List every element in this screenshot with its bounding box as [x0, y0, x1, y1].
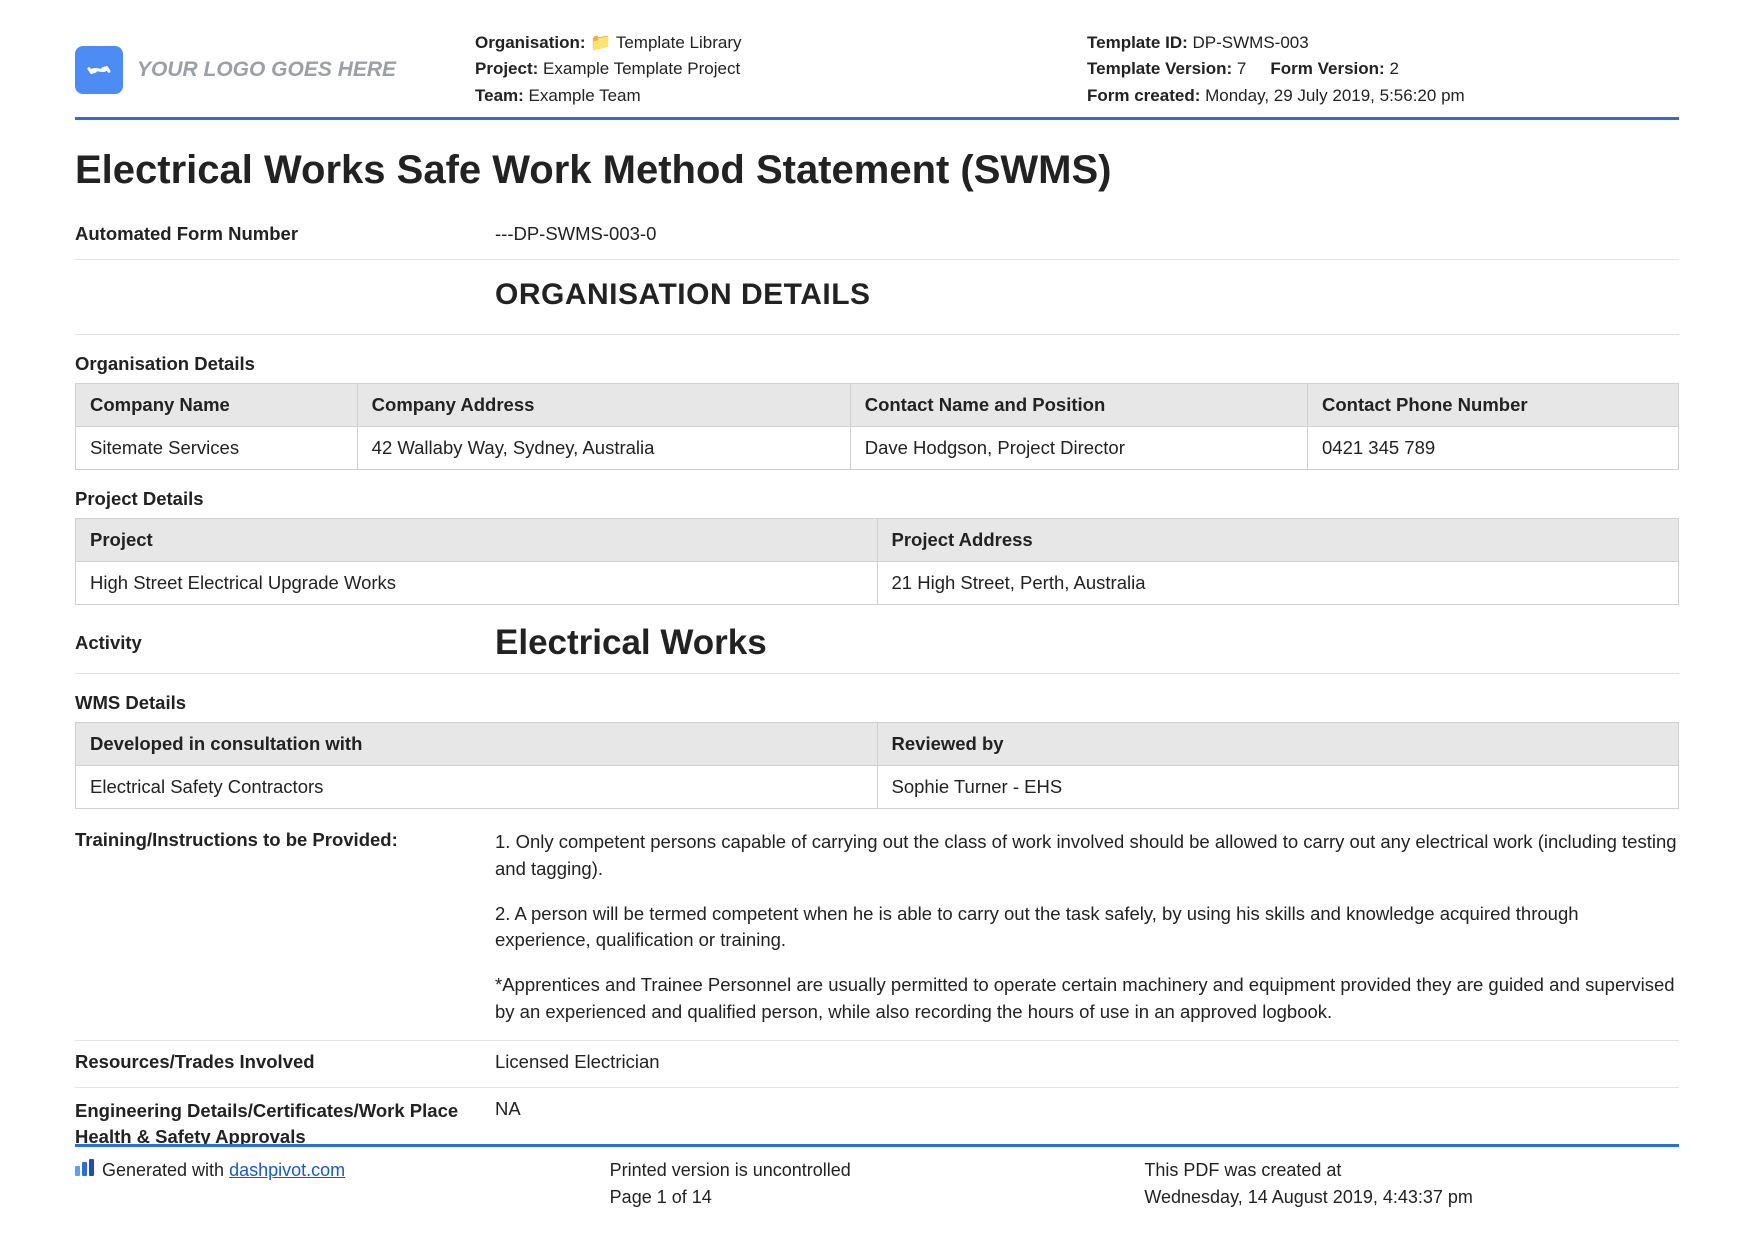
org-value: 📁 Template Library [590, 33, 741, 52]
engineering-value: NA [495, 1098, 1679, 1150]
wms-col-1: Reviewed by [877, 723, 1679, 766]
wms-cell-1: Sophie Turner - EHS [877, 766, 1679, 809]
activity-row: Activity Electrical Works [75, 609, 1679, 673]
resources-row: Resources/Trades Involved Licensed Elect… [75, 1041, 1679, 1088]
section-heading-org: ORGANISATION DETAILS [495, 278, 1679, 312]
proj-col-1: Project Address [877, 519, 1679, 562]
page-footer: Generated with dashpivot.com Printed ver… [75, 1144, 1679, 1211]
footer-right-l1: This PDF was created at [1144, 1157, 1679, 1184]
logo-block: YOUR LOGO GOES HERE [75, 30, 455, 109]
template-id-label: Template ID: [1087, 33, 1188, 52]
footer-left: Generated with dashpivot.com [75, 1157, 610, 1211]
logo-placeholder-text: YOUR LOGO GOES HERE [137, 58, 396, 82]
generated-prefix: Generated with [102, 1160, 229, 1180]
org-cell-1: 42 Wallaby Way, Sydney, Australia [357, 427, 850, 470]
wms-col-0: Developed in consultation with [76, 723, 878, 766]
dashpivot-link[interactable]: dashpivot.com [229, 1160, 345, 1180]
team-value: Example Team [529, 86, 641, 105]
footer-mid-l1: Printed version is uncontrolled [610, 1157, 1145, 1184]
project-details-label: Project Details [75, 488, 1679, 510]
template-version-value: 7 [1237, 59, 1246, 78]
team-label: Team: [475, 86, 524, 105]
activity-label: Activity [75, 632, 495, 654]
footer-mid: Printed version is uncontrolled Page 1 o… [610, 1157, 1145, 1211]
footer-right-l2: Wednesday, 14 August 2019, 4:43:37 pm [1144, 1184, 1679, 1211]
org-col-2: Contact Name and Position [850, 384, 1307, 427]
auto-form-row: Automated Form Number ---DP-SWMS-003-0 [75, 213, 1679, 260]
training-value: 1. Only competent persons capable of car… [495, 829, 1679, 1026]
form-created-value: Monday, 29 July 2019, 5:56:20 pm [1205, 86, 1465, 105]
resources-value: Licensed Electrician [495, 1051, 1679, 1073]
training-row: Training/Instructions to be Provided: 1.… [75, 819, 1679, 1041]
training-label: Training/Instructions to be Provided: [75, 829, 495, 1026]
org-cell-2: Dave Hodgson, Project Director [850, 427, 1307, 470]
template-id-value: DP-SWMS-003 [1193, 33, 1309, 52]
proj-col-0: Project [76, 519, 878, 562]
header-mid: Organisation: 📁 Template Library Project… [475, 30, 1067, 109]
dashpivot-icon [75, 1159, 94, 1176]
engineering-label: Engineering Details/Certificates/Work Pl… [75, 1098, 495, 1150]
org-label: Organisation: [475, 33, 586, 52]
org-col-1: Company Address [357, 384, 850, 427]
footer-mid-l2: Page 1 of 14 [610, 1184, 1145, 1211]
template-version-label: Template Version: [1087, 59, 1232, 78]
activity-value: Electrical Works [495, 623, 767, 663]
project-value: Example Template Project [543, 59, 740, 78]
logo-icon [75, 46, 123, 94]
org-cell-0: Sitemate Services [76, 427, 358, 470]
wms-cell-0: Electrical Safety Contractors [76, 766, 878, 809]
auto-form-value: ---DP-SWMS-003-0 [495, 223, 1679, 245]
page-header: YOUR LOGO GOES HERE Organisation: 📁 Temp… [75, 30, 1679, 120]
proj-cell-1: 21 High Street, Perth, Australia [877, 562, 1679, 605]
org-col-3: Contact Phone Number [1308, 384, 1679, 427]
proj-cell-0: High Street Electrical Upgrade Works [76, 562, 878, 605]
form-version-label: Form Version: [1270, 59, 1384, 78]
form-created-label: Form created: [1087, 86, 1200, 105]
org-col-0: Company Name [76, 384, 358, 427]
header-right: Template ID: DP-SWMS-003 Template Versio… [1087, 30, 1679, 109]
org-details-table: Company Name Company Address Contact Nam… [75, 383, 1679, 470]
wms-label: WMS Details [75, 692, 1679, 714]
training-p2: 2. A person will be termed competent whe… [495, 901, 1679, 955]
resources-label: Resources/Trades Involved [75, 1051, 495, 1073]
form-version-value: 2 [1389, 59, 1398, 78]
training-p1: 1. Only competent persons capable of car… [495, 829, 1679, 883]
page-title: Electrical Works Safe Work Method Statem… [75, 148, 1679, 193]
project-details-table: Project Project Address High Street Elec… [75, 518, 1679, 605]
org-details-label: Organisation Details [75, 353, 1679, 375]
project-label: Project: [475, 59, 538, 78]
training-p3: *Apprentices and Trainee Personnel are u… [495, 972, 1679, 1026]
org-cell-3: 0421 345 789 [1308, 427, 1679, 470]
wms-table: Developed in consultation with Reviewed … [75, 722, 1679, 809]
auto-form-label: Automated Form Number [75, 223, 495, 245]
footer-right: This PDF was created at Wednesday, 14 Au… [1144, 1157, 1679, 1211]
